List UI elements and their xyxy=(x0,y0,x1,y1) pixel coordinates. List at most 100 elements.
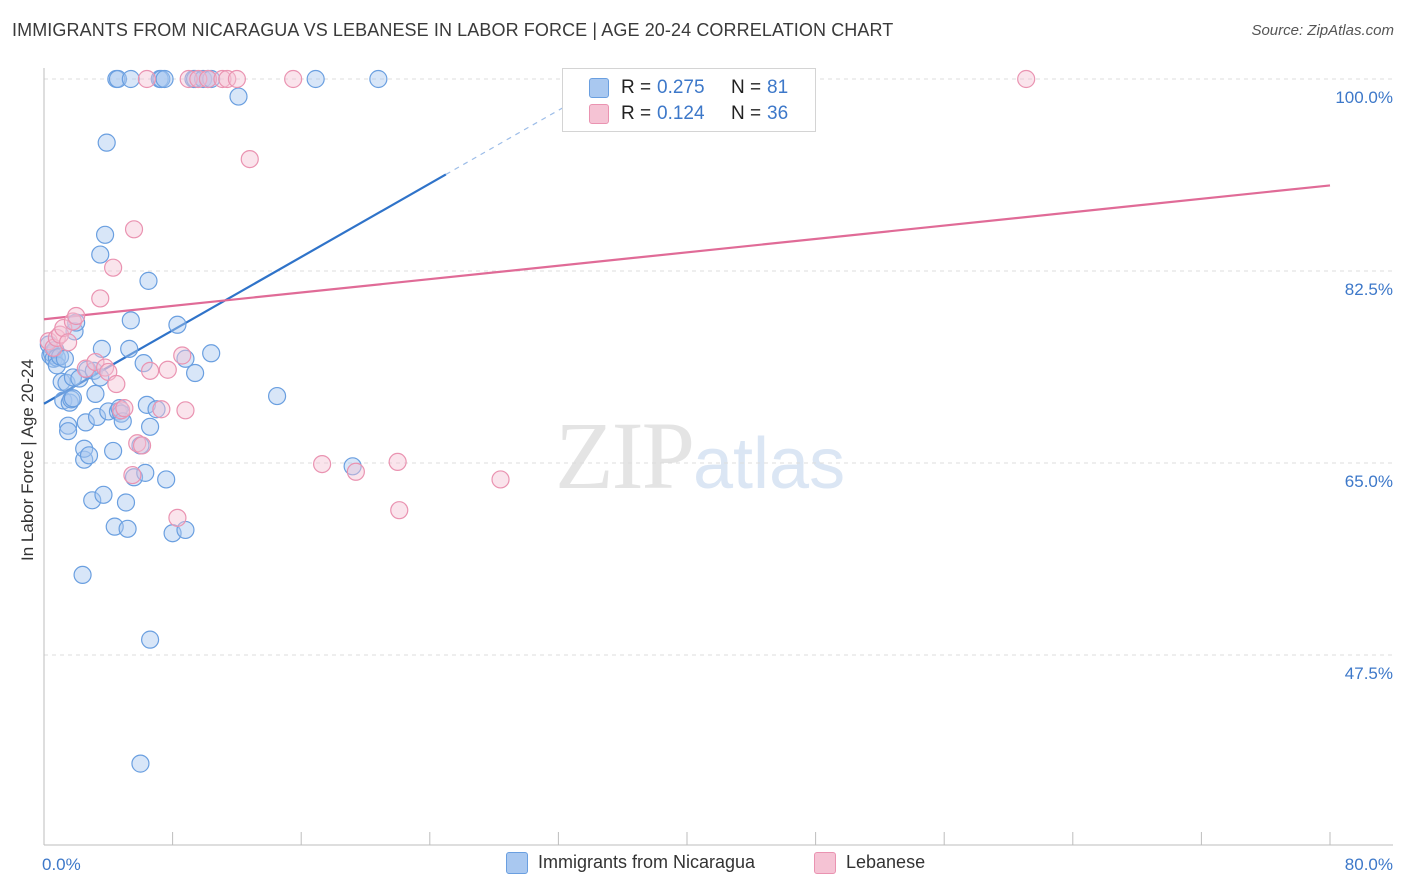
nicaragua-point xyxy=(76,413,95,432)
lebanese-point xyxy=(179,69,198,89)
y-tick-label: 100.0% xyxy=(1335,88,1393,107)
lebanese-point xyxy=(173,346,192,365)
legend-label-lebanese: Lebanese xyxy=(846,852,926,872)
lebanese-point xyxy=(390,501,409,520)
nicaragua-point xyxy=(140,417,160,436)
nicaragua-point xyxy=(137,395,156,414)
x-tick-label: 80.0% xyxy=(1345,855,1393,874)
lebanese-point xyxy=(218,69,237,89)
lebanese-point xyxy=(388,452,407,472)
legend-swatch-blue xyxy=(506,852,528,875)
lebanese-point xyxy=(63,312,83,331)
y-tick-label: 82.5% xyxy=(1345,280,1393,299)
nicaragua-point xyxy=(91,245,110,264)
nicaragua-point xyxy=(139,271,158,290)
nicaragua-point xyxy=(59,422,78,441)
nicaragua-point xyxy=(116,493,136,512)
nicaragua-point xyxy=(343,457,362,476)
lebanese-point xyxy=(312,454,332,474)
lebanese-point xyxy=(86,352,105,372)
lebanese-point xyxy=(152,400,171,419)
lebanese-point xyxy=(107,374,126,394)
lebanese-point xyxy=(123,465,142,485)
lebanese-point xyxy=(346,462,365,481)
legend-r-value: 0.124 xyxy=(657,103,705,124)
lebanese-point xyxy=(91,289,110,308)
watermark-atlas: atlas xyxy=(693,424,846,504)
nicaragua-point xyxy=(168,315,187,334)
lebanese-point xyxy=(227,69,246,89)
lebanese-point xyxy=(198,69,218,89)
lebanese-point xyxy=(284,69,303,89)
bottom-legend-nicaragua[interactable]: Immigrants from Nicaragua xyxy=(506,852,755,875)
legend-n-label: N = xyxy=(731,103,762,124)
trend-lines xyxy=(43,96,1331,405)
nicaragua-point xyxy=(267,386,287,406)
watermark: ZIPatlas xyxy=(555,400,845,511)
legend-n-value: 36 xyxy=(767,103,789,124)
lebanese-point xyxy=(1017,69,1036,89)
lebanese-point xyxy=(140,361,160,380)
nicaragua-point xyxy=(229,87,248,106)
lebanese-point xyxy=(137,69,156,89)
nicaragua-point xyxy=(94,485,113,504)
lebanese-trend-line xyxy=(43,184,1331,321)
nicaragua-point xyxy=(87,407,107,427)
nicaragua-point xyxy=(63,368,83,387)
nicaragua-point xyxy=(121,311,140,330)
nicaragua-point xyxy=(140,630,160,649)
nicaragua-trend-extension xyxy=(445,96,583,175)
nicaragua-point xyxy=(157,470,176,489)
lebanese-point xyxy=(76,359,95,378)
nicaragua-point xyxy=(306,69,325,89)
nicaragua-point xyxy=(118,519,137,538)
lebanese-point xyxy=(67,306,86,326)
y-tick-label: 65.0% xyxy=(1345,472,1393,491)
lebanese-point xyxy=(112,401,131,420)
bottom-legend-lebanese[interactable]: Lebanese xyxy=(814,852,926,875)
data-points xyxy=(39,69,1036,773)
lebanese-point xyxy=(240,149,259,169)
lebanese-point xyxy=(104,258,123,277)
tick-labels: 100.0% 82.5% 65.0% 47.5% 0.0% 80.0% xyxy=(42,88,1393,874)
nicaragua-point xyxy=(79,446,99,465)
lebanese-point xyxy=(132,436,152,455)
lebanese-point xyxy=(124,220,144,239)
nicaragua-point xyxy=(155,69,174,89)
nicaragua-point xyxy=(63,389,83,408)
nicaragua-point xyxy=(83,491,102,510)
lebanese-point xyxy=(491,470,510,489)
axes xyxy=(43,68,1393,846)
nicaragua-point xyxy=(59,416,78,435)
nicaragua-point xyxy=(73,565,92,585)
chart-title: IMMIGRANTS FROM NICARAGUA VS LEBANESE IN… xyxy=(12,20,894,40)
lebanese-point xyxy=(189,69,208,89)
nicaragua-point xyxy=(108,69,128,89)
nicaragua-trend-line xyxy=(43,173,447,405)
nicaragua-point xyxy=(97,133,116,152)
nicaragua-point xyxy=(120,339,139,358)
nicaragua-point xyxy=(131,754,150,773)
correlation-legend: R = 0.275 N = 81 R = 0.124 N = 36 xyxy=(562,68,816,132)
legend-n-label: N = xyxy=(731,77,762,98)
lebanese-point xyxy=(213,69,232,89)
nicaragua-point xyxy=(186,363,205,383)
nicaragua-point xyxy=(369,69,388,89)
lebanese-point xyxy=(158,360,177,379)
lebanese-point xyxy=(176,401,195,420)
legend-swatch-pink xyxy=(589,104,609,124)
legend-r-label: R = xyxy=(621,103,652,124)
nicaragua-point xyxy=(86,384,105,403)
lebanese-point xyxy=(54,318,73,338)
lebanese-point xyxy=(115,399,134,418)
legend-swatch-blue xyxy=(589,78,609,98)
nicaragua-point xyxy=(121,69,140,89)
nicaragua-point xyxy=(147,400,166,419)
legend-r-label: R = xyxy=(621,77,652,98)
watermark-zip: ZIP xyxy=(555,402,695,509)
legend-swatch-pink xyxy=(814,852,836,875)
nicaragua-point xyxy=(176,349,195,368)
x-tick-label: 0.0% xyxy=(42,855,81,874)
y-tick-label: 47.5% xyxy=(1345,664,1393,683)
